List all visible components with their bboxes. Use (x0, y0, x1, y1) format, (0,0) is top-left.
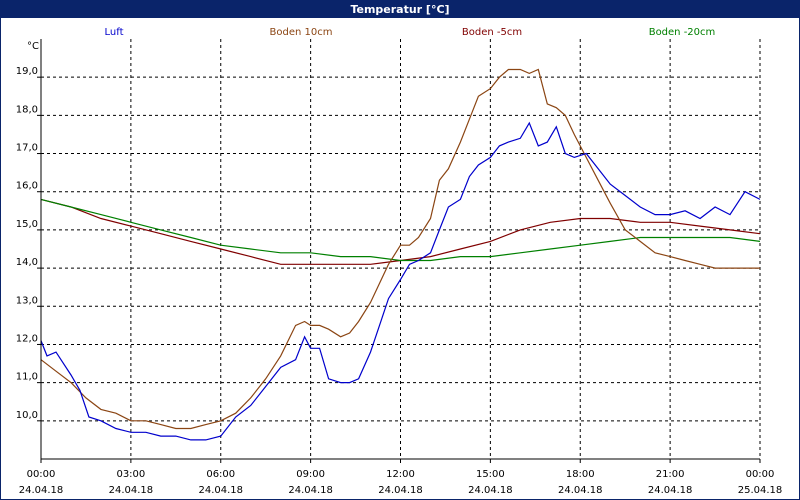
x-axis-ticks: 00:00 24.04.18 03:00 24.04.18 06:00 24.04.18 0… (19, 459, 783, 496)
series-lines (40, 68, 761, 441)
y-tick-label: 12,0 (16, 333, 38, 344)
x-tick-date-label: 24.04.18 (19, 485, 64, 496)
y-tick-label: 10,0 (16, 410, 38, 421)
y-axis-ticks: 10,0 11,0 12,0 13,0 14,0 15,0 16,0 17,0 18,0 19,0 (16, 66, 41, 422)
legend-entry-luft: Luft (105, 27, 124, 38)
x-tick-date-label: 24.04.18 (109, 485, 154, 496)
y-tick-label: 13,0 (16, 295, 38, 306)
x-tick-time-label: 00:00 (27, 469, 56, 480)
y-tick-label: 17,0 (16, 143, 38, 154)
y-tick-label: 19,0 (16, 66, 38, 77)
x-tick-date-label: 24.04.18 (198, 485, 243, 496)
x-tick-time-label: 21:00 (656, 469, 685, 480)
legend-entry-boden-5cm: Boden -5cm (462, 27, 522, 38)
x-tick-time-label: 18:00 (566, 469, 595, 480)
grid-lines (41, 39, 761, 459)
window-title: Temperatur [°C] (1, 1, 799, 18)
x-tick-date-label: 24.04.18 (648, 485, 693, 496)
x-tick-time-label: 00:00 (746, 469, 775, 480)
legend-entry-boden-20cm: Boden -20cm (649, 27, 716, 38)
x-tick-date-label: 24.04.18 (288, 485, 333, 496)
y-tick-label: 16,0 (16, 181, 38, 192)
y-axis-unit: °C (27, 41, 39, 52)
series-line-boden-10cm (40, 68, 760, 430)
x-tick-time-label: 12:00 (386, 469, 415, 480)
y-tick-label: 11,0 (16, 372, 38, 383)
x-tick-date-label: 24.04.18 (468, 485, 513, 496)
y-tick-label: 18,0 (16, 104, 38, 115)
x-tick-time-label: 15:00 (476, 469, 505, 480)
x-tick-time-label: 06:00 (206, 469, 235, 480)
x-tick-time-label: 09:00 (296, 469, 325, 480)
x-tick-date-label: 24.04.18 (378, 485, 423, 496)
x-tick-date-label: 25.04.18 (738, 485, 783, 496)
y-tick-label: 15,0 (16, 219, 38, 230)
x-tick-date-label: 24.04.18 (558, 485, 603, 496)
series-line-luft (40, 121, 761, 441)
legend-entry-boden-10cm: Boden 10cm (270, 27, 333, 38)
x-tick-time-label: 03:00 (116, 469, 145, 480)
series-line-boden-20cm (40, 198, 761, 262)
y-tick-label: 14,0 (16, 257, 38, 268)
